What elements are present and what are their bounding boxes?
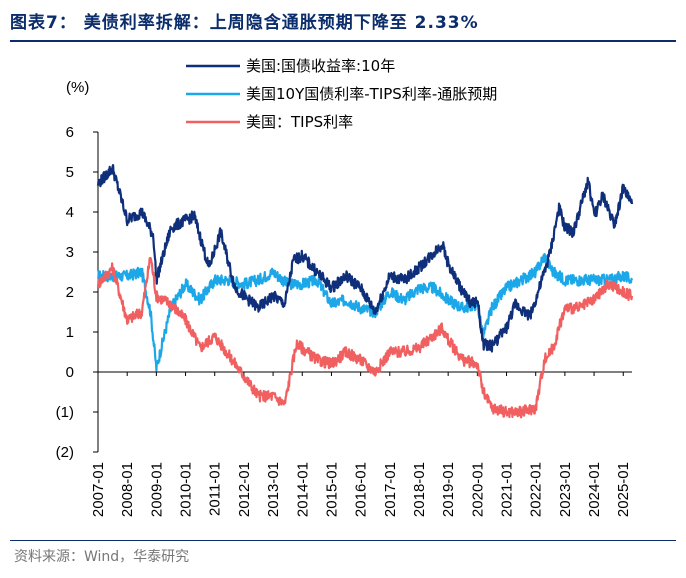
x-tick-label: 2009-01 <box>148 462 165 517</box>
y-tick-label: 2 <box>66 284 74 301</box>
x-tick-label: 2024-01 <box>586 462 603 517</box>
y-tick-label: 0 <box>66 364 74 381</box>
x-tick-label: 2023-01 <box>557 462 574 517</box>
x-tick-label: 2011-01 <box>207 462 224 516</box>
x-tick-label: 2017-01 <box>382 462 399 517</box>
x-tick-label: 2012-01 <box>236 462 253 517</box>
title-divider <box>10 40 676 42</box>
series-line-tips <box>96 256 634 419</box>
y-tick-label: (2) <box>56 444 74 461</box>
chart-title: 图表7： 美债利率拆解：上周隐含通胀预期下降至 2.33% <box>10 13 479 33</box>
series-lines <box>96 164 634 419</box>
x-tick-label: 2016-01 <box>353 462 370 517</box>
legend-label-nominal: 美国:国债收益率:10年 <box>246 57 395 75</box>
legend-label-breakeven: 美国10Y国债利率-TIPS利率-通胀预期 <box>246 85 497 103</box>
x-tick-label: 2025-01 <box>615 462 632 517</box>
x-tick-label: 2015-01 <box>323 462 340 517</box>
y-axis: 6 5 4 3 2 1 0 (1) (2) <box>56 124 99 461</box>
series-line-breakeven <box>97 252 634 372</box>
x-axis: 2007-01 2008-01 2009-01 2010-01 2011-01 2012-… <box>90 371 632 517</box>
x-tick-label: 2007-01 <box>90 462 107 517</box>
footer-divider <box>10 540 676 541</box>
x-tick-label: 2014-01 <box>294 462 311 517</box>
y-tick-label: 3 <box>66 244 74 261</box>
x-tick-label: 2013-01 <box>265 462 282 517</box>
legend-label-tips: 美国：TIPS利率 <box>246 113 353 131</box>
x-tick-label: 2019-01 <box>440 462 457 517</box>
series-line-nominal <box>96 164 634 353</box>
line-chart: 美国:国债收益率:10年美国10Y国债利率-TIPS利率-通胀预期美国：TIPS… <box>56 57 634 517</box>
y-tick-label: 5 <box>66 164 74 181</box>
x-tick-label: 2022-01 <box>528 462 545 517</box>
x-tick-label: 2010-01 <box>178 462 195 517</box>
y-tick-label: 4 <box>66 204 74 221</box>
source-note: 资料来源：Wind，华泰研究 <box>14 549 190 565</box>
y-axis-label: (%) <box>66 79 89 96</box>
y-tick-label: 6 <box>66 124 74 141</box>
legend: 美国:国债收益率:10年美国10Y国债利率-TIPS利率-通胀预期美国：TIPS… <box>186 57 497 131</box>
x-tick-label: 2021-01 <box>499 462 516 517</box>
x-tick-label: 2008-01 <box>119 462 136 517</box>
x-tick-label: 2018-01 <box>411 462 428 517</box>
y-tick-label: (1) <box>56 404 74 421</box>
y-tick-label: 1 <box>66 324 74 341</box>
x-tick-label: 2020-01 <box>469 462 486 517</box>
